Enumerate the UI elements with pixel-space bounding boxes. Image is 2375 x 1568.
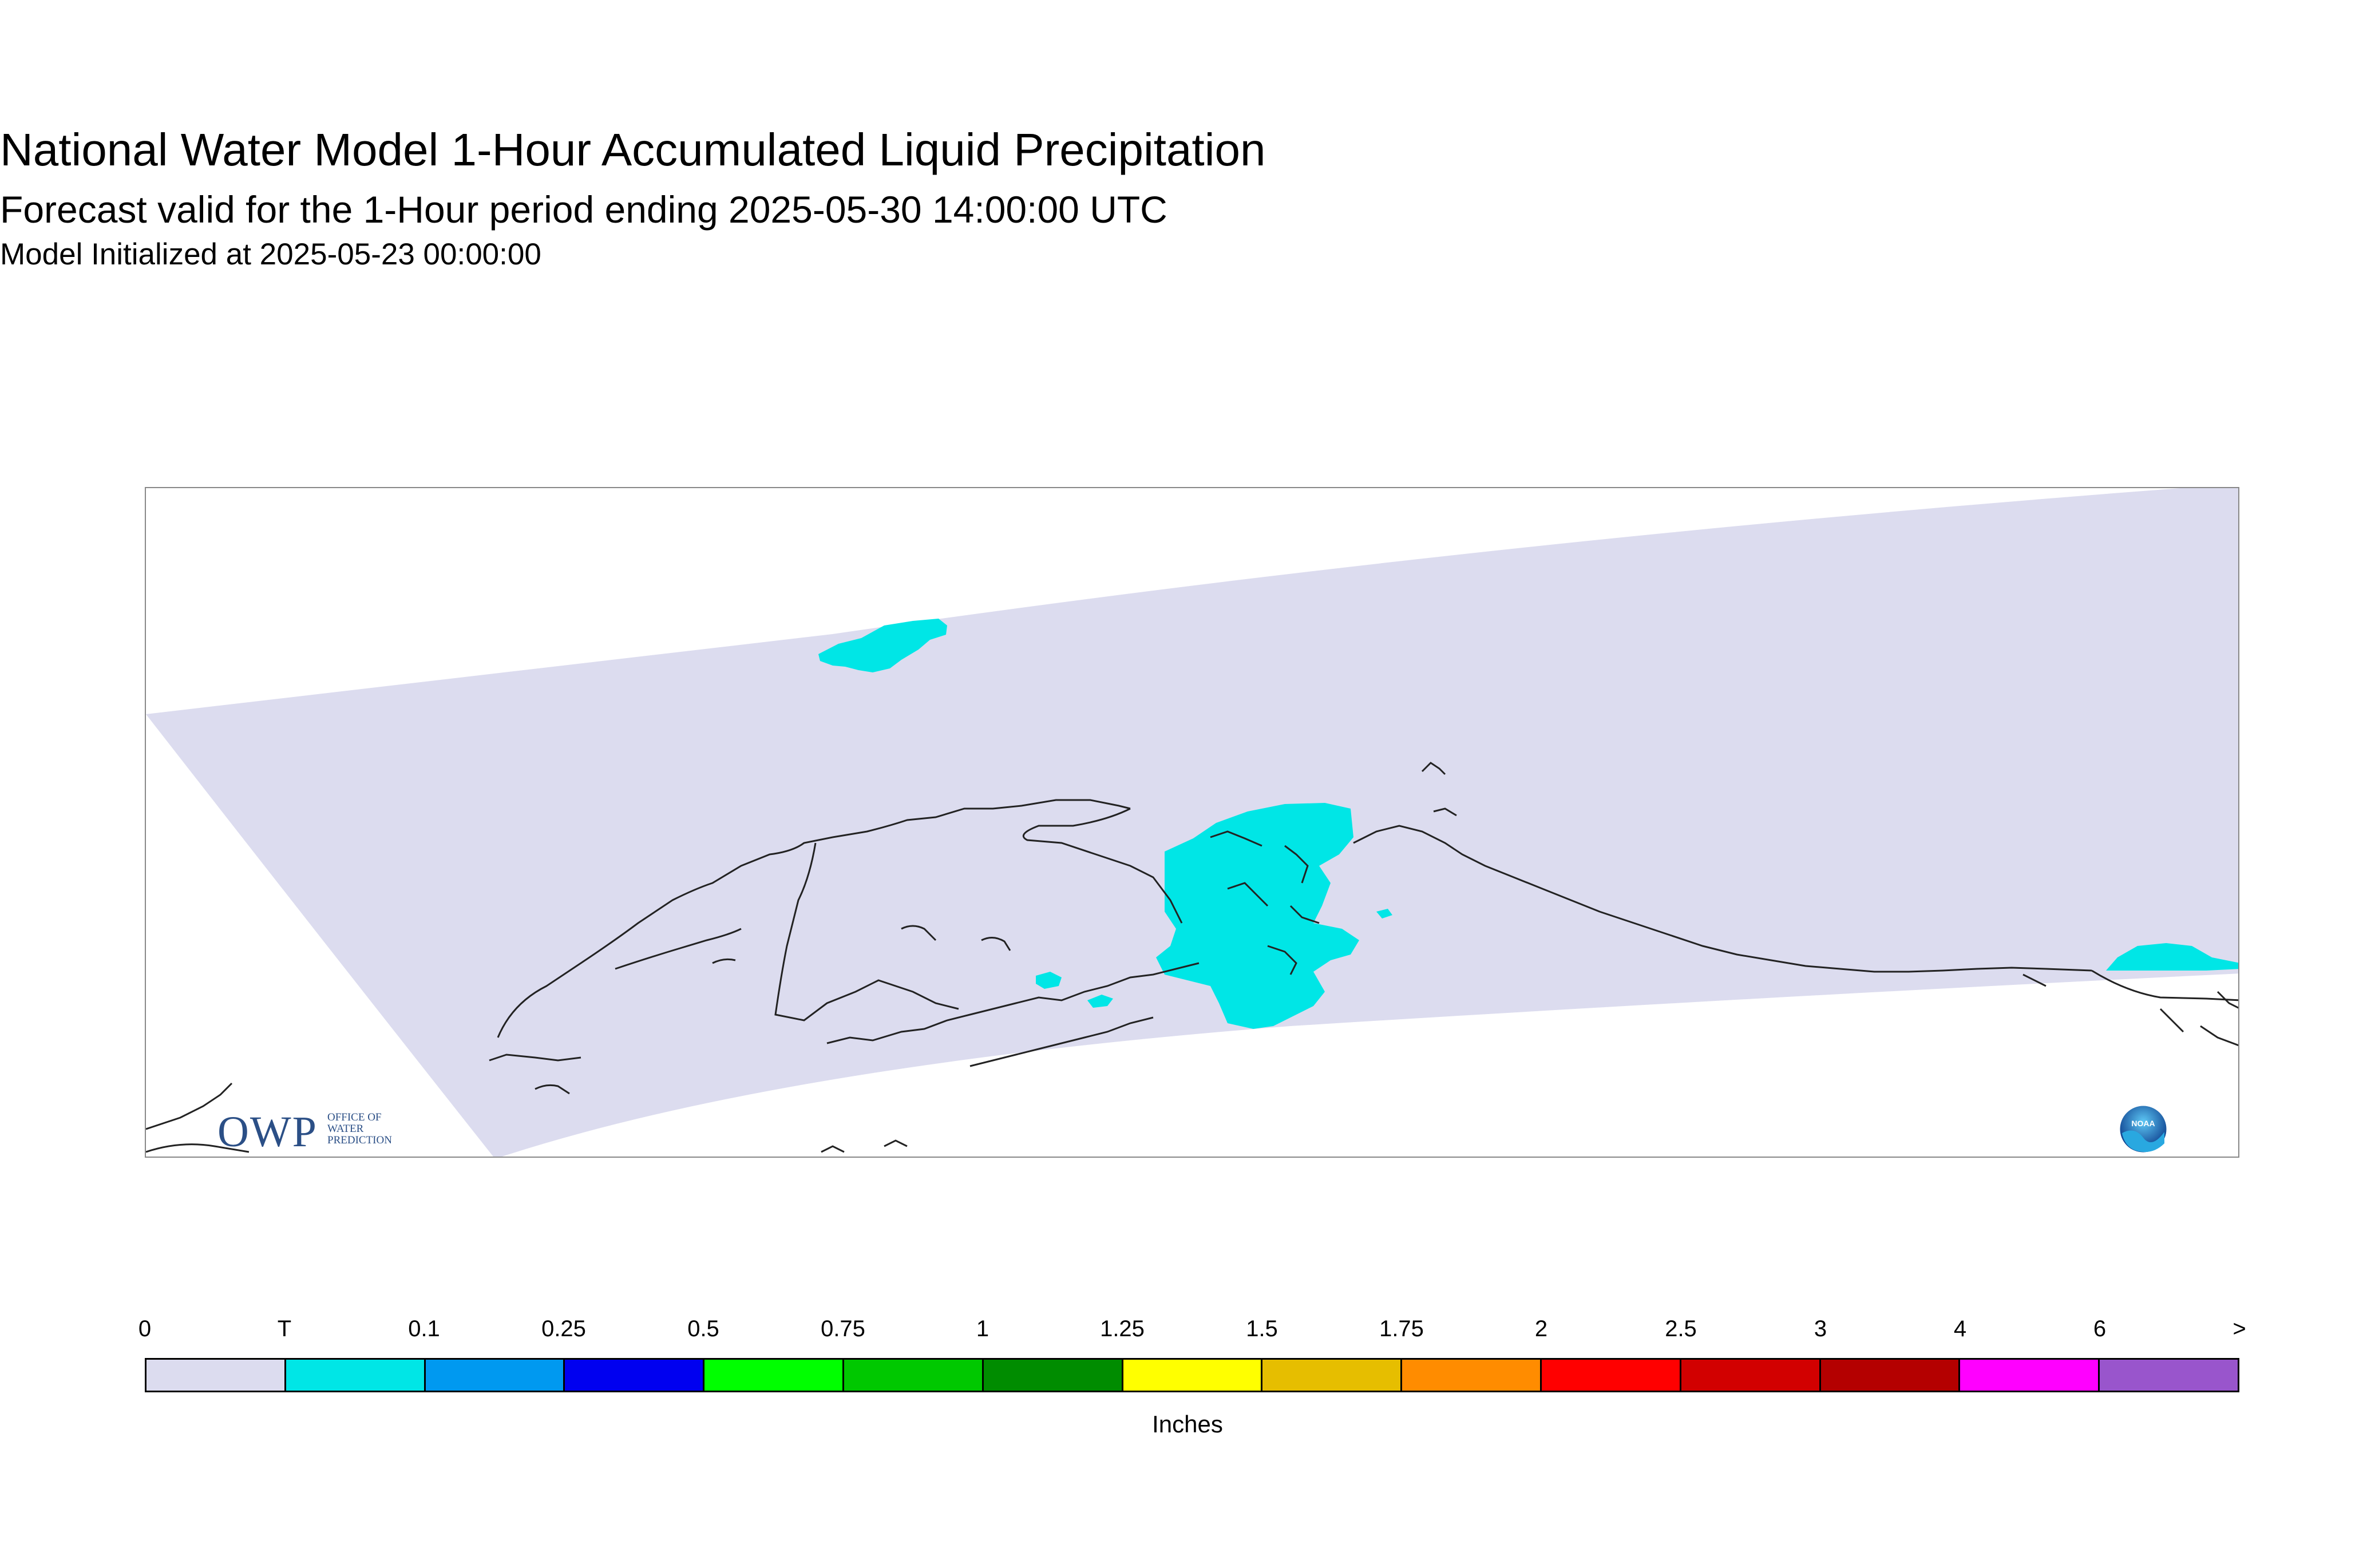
precipitation-colorbar	[145, 1358, 2239, 1392]
colorbar-swatch-7	[1123, 1360, 1263, 1391]
colorbar-units-label: Inches	[1152, 1411, 1223, 1438]
colorbar-swatch-8	[1262, 1360, 1403, 1391]
colorbar-swatch-13	[1960, 1360, 2100, 1391]
colorbar-tick-label: 1	[976, 1316, 989, 1341]
colorbar-tick-label: 1.5	[1246, 1316, 1278, 1341]
colorbar-labels: 0 T 0.1 0.25 0.5 0.75 1 1.25 1.5 1.75 2 2.5 3 4 6 >	[0, 1316, 2375, 1351]
colorbar-swatch-14	[2100, 1360, 2238, 1391]
colorbar-tick-label: 0.1	[408, 1316, 440, 1341]
precip-area-small-1	[1036, 972, 1062, 989]
colorbar-tick-label: 0.25	[541, 1316, 586, 1341]
colorbar-swatch-3	[565, 1360, 705, 1391]
colorbar-swatch-5	[844, 1360, 984, 1391]
colorbar-swatch-9	[1402, 1360, 1542, 1391]
colorbar-tick-label: 1.25	[1100, 1316, 1145, 1341]
owp-logo-letters: OWP	[217, 1108, 318, 1156]
noaa-logo-text: NOAA	[2131, 1119, 2155, 1128]
colorbar-tick-label: 3	[1814, 1316, 1827, 1341]
colorbar-swatch-11	[1681, 1360, 1821, 1391]
precip-area-east	[2106, 943, 2238, 971]
colorbar-tick-label: T	[277, 1316, 292, 1341]
colorbar-swatch-6	[983, 1360, 1123, 1391]
precip-area-small-2	[1087, 995, 1113, 1008]
colorbar-tick-label: 2.5	[1665, 1316, 1697, 1341]
precip-area-north	[818, 619, 947, 672]
owp-logo-subtext: OFFICE OF WATER PREDICTION	[327, 1112, 392, 1146]
owp-line-1: OFFICE OF	[327, 1111, 382, 1123]
owp-line-2: WATER	[327, 1123, 364, 1135]
model-domain	[146, 488, 2238, 1157]
precip-area-small-3	[1376, 909, 1392, 918]
colorbar-swatch-0	[147, 1360, 286, 1391]
colorbar-tick-label: 6	[2093, 1316, 2107, 1341]
colorbar-tick-label: >	[2232, 1316, 2246, 1341]
colorbar-swatch-4	[704, 1360, 844, 1391]
map-canvas	[146, 488, 2238, 1157]
colorbar-swatch-1	[286, 1360, 426, 1391]
colorbar-tick-label: 4	[1953, 1316, 1967, 1341]
precip-area-central	[1156, 803, 1359, 1029]
colorbar-tick-label: 0.5	[687, 1316, 719, 1341]
colorbar-tick-label: 1.75	[1379, 1316, 1424, 1341]
map-title: National Water Model 1-Hour Accumulated …	[0, 124, 1266, 175]
colorbar-swatch-2	[425, 1360, 565, 1391]
colorbar-swatch-12	[1820, 1360, 1961, 1391]
colorbar-tick-label: 0	[138, 1316, 152, 1341]
colorbar-tick-label: 2	[1534, 1316, 1548, 1341]
colorbar-swatch-10	[1541, 1360, 1681, 1391]
map-subtitle: Forecast valid for the 1-Hour period end…	[0, 188, 1167, 231]
owp-line-3: PREDICTION	[327, 1134, 392, 1146]
colorbar-tick-label: 0.75	[821, 1316, 865, 1341]
noaa-logo: NOAA	[2118, 1104, 2168, 1154]
model-initialized-label: Model Initialized at 2025-05-23 00:00:00	[0, 237, 541, 271]
precipitation-map	[145, 487, 2239, 1158]
coastlines	[146, 762, 2238, 1153]
